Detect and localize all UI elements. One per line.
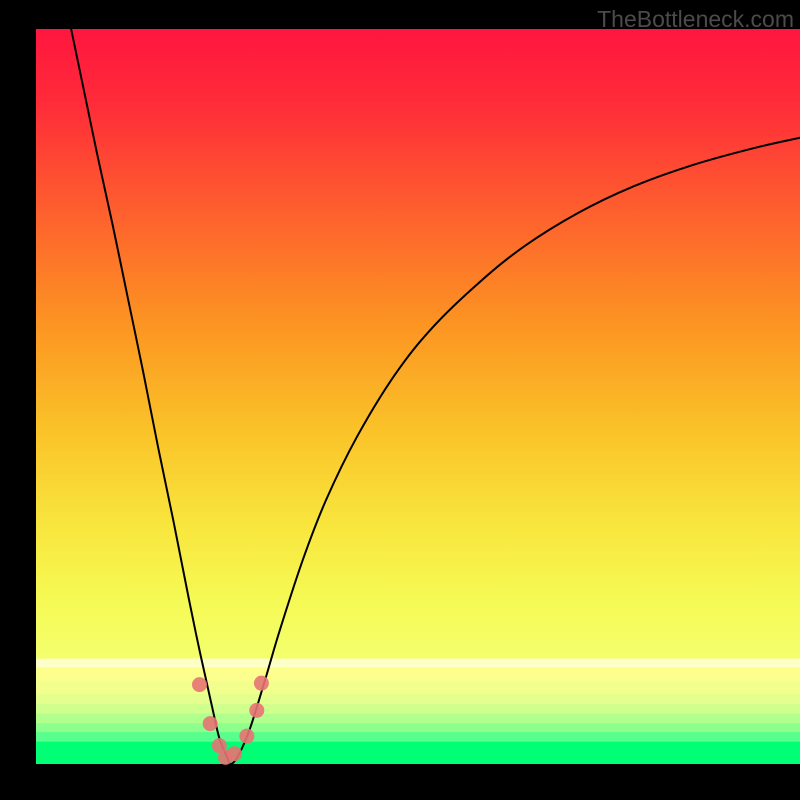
trough-marker-5	[239, 729, 254, 744]
trough-marker-7	[254, 676, 269, 691]
watermark-text: TheBottleneck.com	[597, 6, 794, 33]
plot-area	[36, 29, 800, 765]
bottleneck-chart	[0, 0, 800, 800]
trough-marker-6	[249, 703, 264, 718]
trough-marker-0	[192, 677, 207, 692]
chart-stage: TheBottleneck.com	[0, 0, 800, 800]
trough-marker-4	[227, 746, 242, 761]
trough-marker-1	[203, 716, 218, 731]
plot-background	[36, 29, 800, 764]
